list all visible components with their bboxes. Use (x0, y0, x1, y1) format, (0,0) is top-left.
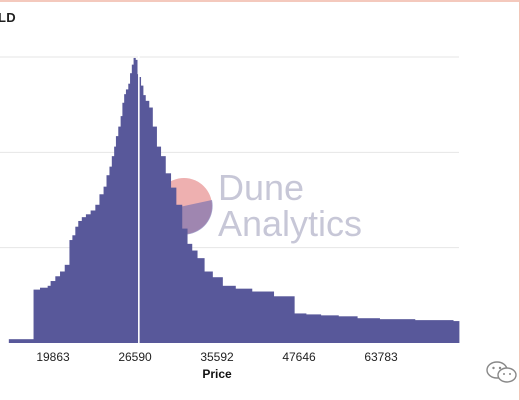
histogram-bar (40, 287, 49, 343)
histogram-bar (111, 156, 115, 343)
histogram-bar (8, 339, 34, 343)
histogram-bar (99, 194, 104, 343)
histogram-bar (124, 94, 127, 344)
histogram-bar (187, 243, 193, 343)
histogram-bar (135, 59, 138, 344)
histogram-bar (75, 226, 79, 343)
x-tick-label: 35592 (200, 350, 234, 364)
histogram-bar (273, 296, 295, 343)
x-tick-label: 26590 (118, 350, 152, 364)
histogram-bar (133, 57, 136, 343)
histogram-bar (306, 314, 322, 343)
histogram-bar (165, 173, 172, 343)
histogram-bar (357, 318, 380, 343)
watermark-line2: Analytics (218, 203, 362, 244)
histogram-bar (251, 291, 275, 343)
histogram-bar (175, 204, 183, 343)
watermark-line1: Dune (218, 167, 304, 208)
wechat-icon (486, 361, 517, 383)
histogram-bar (191, 250, 198, 343)
histogram-bar (152, 126, 157, 344)
histogram-bar (85, 214, 92, 343)
histogram-bar (115, 136, 119, 343)
x-tick-labels: 19863 26590 35592 47646 63783 (36, 350, 398, 364)
histogram-bar (131, 64, 134, 344)
histogram-bar (47, 285, 52, 343)
histogram-bar (50, 281, 56, 343)
histogram-bar (142, 95, 146, 343)
histogram-bar (138, 77, 142, 344)
series-bars (8, 57, 460, 344)
chart-title: LD (0, 10, 16, 25)
histogram-bar (114, 146, 117, 343)
histogram-bar (320, 315, 339, 343)
histogram-bar (60, 271, 66, 343)
dune-analytics-watermark: Dune Analytics (156, 167, 362, 244)
histogram-bar (453, 321, 460, 343)
histogram-bar (222, 285, 236, 343)
histogram-bar (148, 107, 153, 343)
histogram-bar (81, 217, 87, 343)
histogram-bar (69, 240, 73, 343)
histogram-bar (118, 126, 122, 344)
histogram-bar (338, 316, 358, 343)
histogram-bar (130, 73, 133, 343)
histogram-bar (95, 204, 100, 343)
x-tick-label: 63783 (364, 350, 398, 364)
histogram-bar (170, 187, 177, 343)
histogram-bar (145, 100, 150, 343)
histogram-bar (197, 258, 205, 343)
histogram-bar (64, 264, 70, 343)
histogram-bar (109, 166, 113, 343)
histogram-bar (140, 85, 144, 343)
histogram-bar (128, 83, 131, 344)
histogram-bar (78, 220, 83, 343)
histogram-bar (33, 289, 41, 343)
histogram-bar (379, 319, 416, 343)
histogram-bar (414, 320, 454, 343)
histogram-bar (156, 146, 162, 343)
x-tick-label: 47646 (282, 350, 316, 364)
histogram-bar (204, 271, 213, 343)
histogram-bar (122, 102, 125, 343)
histogram-bar (235, 288, 253, 343)
histogram-bar (294, 313, 307, 343)
histogram-bar (103, 186, 107, 343)
histogram-bar (212, 277, 223, 343)
histogram-bar (106, 175, 110, 343)
histogram-bar (120, 116, 123, 344)
top-border (0, 0, 520, 2)
x-axis-label: Price (202, 367, 232, 381)
histogram-bar (160, 156, 166, 343)
histogram-bar (181, 228, 188, 343)
histogram-bar (125, 89, 129, 343)
histogram-bar (90, 210, 96, 343)
histogram-bar (55, 276, 61, 343)
x-tick-label: 19863 (36, 350, 70, 364)
histogram-bar (72, 235, 76, 343)
